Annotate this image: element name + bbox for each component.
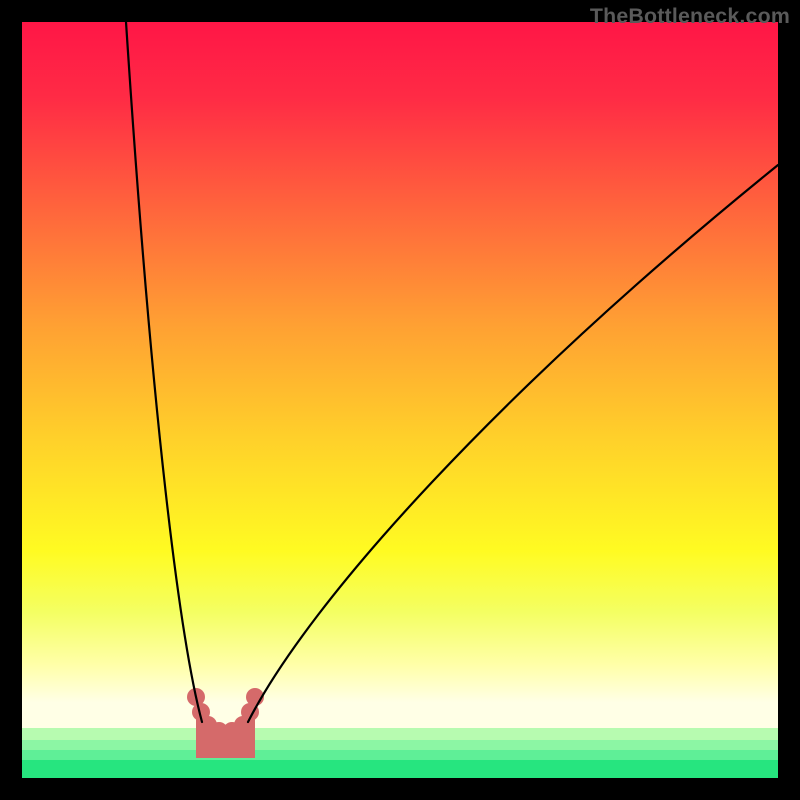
bottom-band-1 [22,740,778,750]
chart-svg [0,0,800,800]
bottom-band-2 [22,750,778,760]
watermark-text: TheBottleneck.com [590,4,790,29]
bottom-band-3 [22,760,778,778]
chart-stage: TheBottleneck.com [0,0,800,800]
bottom-band-0 [22,728,778,740]
plot-background [22,22,778,778]
